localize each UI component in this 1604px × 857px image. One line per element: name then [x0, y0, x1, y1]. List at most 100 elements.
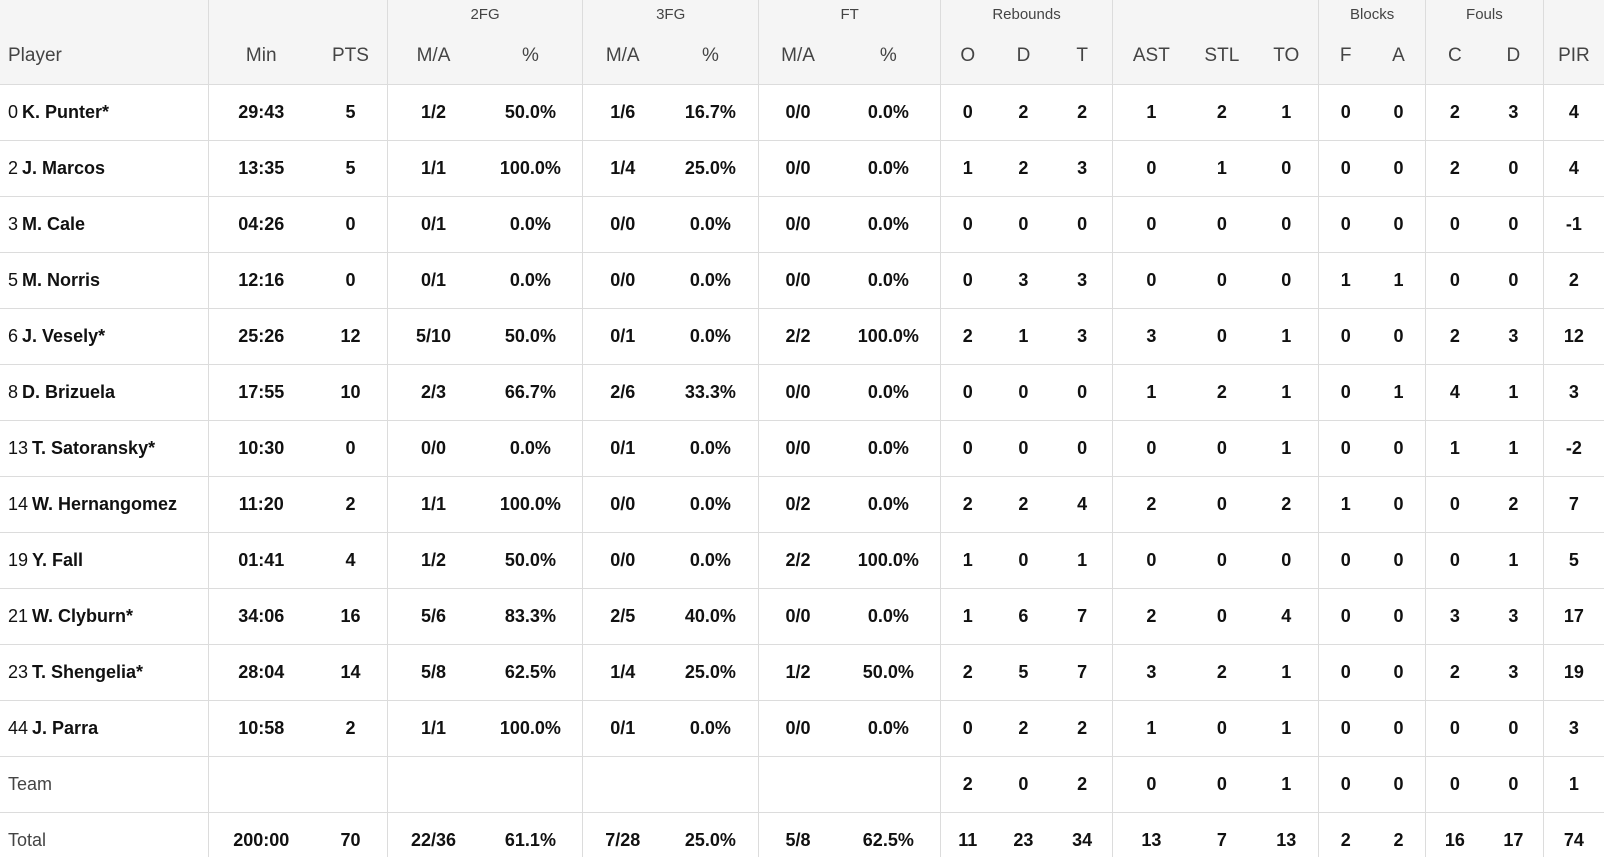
stat-cell: 0 — [940, 252, 995, 309]
stat-cell: 0 — [1254, 196, 1320, 253]
stat-cell: 28:04 — [208, 644, 314, 701]
player-name-link[interactable]: Y. Fall — [32, 550, 84, 570]
stat-cell: 2 — [1254, 476, 1320, 533]
col-header-to[interactable]: TO — [1254, 28, 1320, 85]
stat-cell: 100.0% — [478, 476, 583, 533]
stat-cell: 16 — [313, 588, 389, 645]
col-header-reb-t[interactable]: T — [1052, 28, 1114, 85]
stat-cell — [758, 756, 837, 813]
stat-cell: 7 — [1052, 644, 1114, 701]
stat-cell: 1 — [1254, 84, 1320, 141]
stat-cell: 1 — [1254, 700, 1320, 757]
total-label: Total — [0, 812, 209, 857]
col-header-2fg-ma[interactable]: M/A — [387, 28, 479, 85]
player-number: 5 — [8, 270, 19, 290]
stat-cell: 0 — [1318, 532, 1373, 589]
player-name-link[interactable]: M. Cale — [22, 214, 86, 234]
stat-cell: 2 — [1189, 84, 1255, 141]
player-number: 19 — [8, 550, 29, 570]
stat-cell: 0.0% — [836, 196, 941, 253]
stat-cell: 2 — [1189, 644, 1255, 701]
stat-cell: 34 — [1052, 812, 1114, 857]
col-header-ft-pct[interactable]: % — [836, 28, 941, 85]
stat-cell: 0 — [1425, 532, 1484, 589]
stat-cell: 0 — [313, 252, 389, 309]
stat-cell: 0 — [1112, 420, 1190, 477]
stat-cell: 2 — [940, 476, 995, 533]
col-header-blk-f[interactable]: F — [1318, 28, 1373, 85]
stat-cell: 2 — [994, 476, 1053, 533]
player-name-link[interactable]: J. Parra — [32, 718, 99, 738]
stat-cell: 2 — [1425, 308, 1484, 365]
table-row: 6 J. Vesely* 25:26 12 5/10 50.0% 0/1 0.0% 2/2 100… — [0, 308, 1604, 365]
stat-cell: 50.0% — [478, 84, 583, 141]
stat-cell: 0 — [1425, 196, 1484, 253]
stat-cell: 23 — [994, 812, 1053, 857]
stat-cell: 0/0 — [758, 140, 837, 197]
col-header-reb-d[interactable]: D — [994, 28, 1053, 85]
stat-cell: 25.0% — [662, 812, 760, 857]
col-header-player[interactable]: Player — [0, 28, 209, 85]
col-header-min[interactable]: Min — [208, 28, 314, 85]
col-header-ft-ma[interactable]: M/A — [758, 28, 837, 85]
player-name-link[interactable]: W. Clyburn* — [32, 606, 134, 626]
stat-cell: 3 — [1052, 252, 1114, 309]
stat-cell: 3 — [1543, 364, 1604, 421]
player-cell: 5 M. Norris — [0, 252, 209, 309]
stat-cell: 0 — [1372, 476, 1426, 533]
stat-cell: 2 — [1372, 812, 1426, 857]
stat-cell: -1 — [1543, 196, 1604, 253]
stat-cell: 0 — [1372, 588, 1426, 645]
player-cell: 44 J. Parra — [0, 700, 209, 757]
player-cell: 8 D. Brizuela — [0, 364, 209, 421]
stat-cell: 0 — [1254, 532, 1320, 589]
col-header-pts[interactable]: PTS — [313, 28, 389, 85]
col-header-2fg-pct[interactable]: % — [478, 28, 583, 85]
player-name-link[interactable]: J. Vesely* — [22, 326, 106, 346]
team-label: Team — [0, 756, 209, 813]
stat-cell: 1 — [1254, 420, 1320, 477]
stat-cell: 1/1 — [387, 700, 479, 757]
stat-cell: 0 — [1372, 140, 1426, 197]
col-header-blk-a[interactable]: A — [1372, 28, 1426, 85]
stat-cell: 0 — [1254, 252, 1320, 309]
col-header-3fg-pct[interactable]: % — [662, 28, 760, 85]
stat-cell: 3 — [1425, 588, 1484, 645]
player-name-link[interactable]: J. Marcos — [22, 158, 106, 178]
table-body: 0 K. Punter* 29:43 5 1/2 50.0% 1/6 16.7% 0/0 0.0%… — [0, 84, 1604, 857]
table-row: 19 Y. Fall 01:41 4 1/2 50.0% 0/0 0.0% 2/2 100.0% 1… — [0, 532, 1604, 589]
stat-cell: 0 — [994, 196, 1053, 253]
col-header-ast[interactable]: AST — [1112, 28, 1190, 85]
stat-cell: 2/2 — [758, 532, 837, 589]
stat-cell: 66.7% — [478, 364, 583, 421]
player-name-link[interactable]: M. Norris — [22, 270, 101, 290]
col-header-stl[interactable]: STL — [1189, 28, 1255, 85]
stat-cell: 01:41 — [208, 532, 314, 589]
col-header-fouls-c[interactable]: C — [1425, 28, 1484, 85]
stat-cell: 0/2 — [758, 476, 837, 533]
stat-cell: 0 — [1372, 700, 1426, 757]
player-name-link[interactable]: T. Shengelia* — [32, 662, 144, 682]
player-name-link[interactable]: K. Punter* — [22, 102, 110, 122]
col-header-pir[interactable]: PIR — [1543, 28, 1604, 85]
stat-cell: 0 — [994, 756, 1053, 813]
stat-cell: 0 — [1318, 364, 1373, 421]
stat-cell: 1/1 — [387, 140, 479, 197]
stat-cell: 0.0% — [836, 84, 941, 141]
player-name-link[interactable]: W. Hernangomez — [32, 494, 178, 514]
col-header-fouls-d[interactable]: D — [1483, 28, 1544, 85]
stat-cell: 13 — [1112, 812, 1190, 857]
col-header-reb-o[interactable]: O — [940, 28, 995, 85]
col-header-3fg-ma[interactable]: M/A — [582, 28, 663, 85]
stat-cell: 0 — [940, 196, 995, 253]
stat-cell: 4 — [1543, 140, 1604, 197]
stat-cell: 3 — [1052, 140, 1114, 197]
group-ft: FT — [758, 0, 941, 28]
stat-cell: 11 — [940, 812, 995, 857]
player-name-link[interactable]: T. Satoransky* — [32, 438, 156, 458]
stat-cell: 1 — [1052, 532, 1114, 589]
group-empty-pir — [1543, 0, 1604, 28]
stat-cell: 1 — [1543, 756, 1604, 813]
player-name-link[interactable]: D. Brizuela — [22, 382, 116, 402]
